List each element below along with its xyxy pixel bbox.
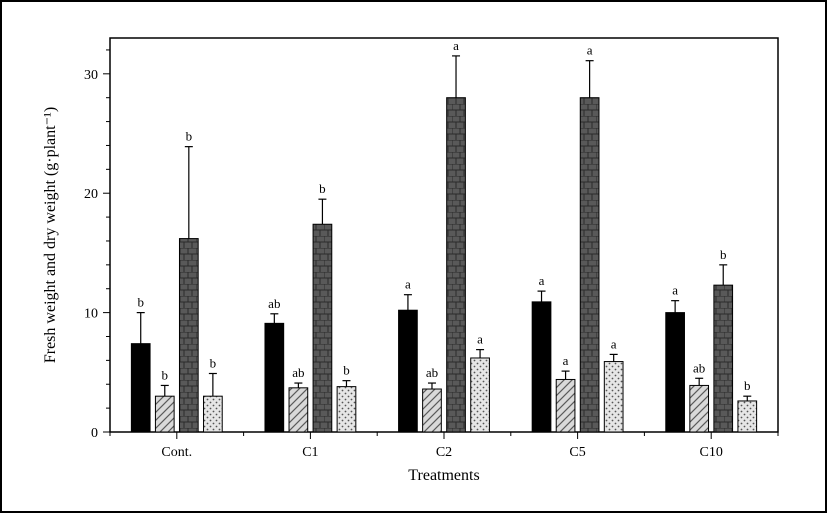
significance-label: b (319, 181, 326, 196)
x-tick-label: C5 (569, 445, 585, 460)
bar (604, 362, 623, 432)
figure-frame: 0 10 20 30 Fresh weight and dry weight (g·pl… (0, 0, 827, 513)
x-tick-label: Cont. (161, 445, 192, 460)
bar (714, 285, 733, 432)
significance-label: b (137, 295, 144, 310)
bar (131, 344, 150, 432)
bar (556, 379, 575, 432)
bar (179, 239, 198, 432)
bar (423, 389, 442, 432)
x-tick-label: C1 (302, 445, 318, 460)
bar (313, 224, 332, 432)
bar (337, 387, 356, 432)
bar (532, 302, 551, 432)
bar (580, 98, 599, 432)
significance-label: b (720, 247, 727, 262)
bar (447, 98, 466, 432)
significance-label: a (539, 273, 545, 288)
y-tick-label: 20 (84, 187, 98, 202)
significance-label: ab (426, 365, 438, 380)
x-axis-title: Treatments (408, 467, 479, 484)
bar (289, 388, 308, 432)
significance-label: a (477, 332, 483, 347)
x-tick-label: C2 (436, 445, 452, 460)
y-tick-label: 0 (91, 426, 98, 441)
y-tick-label: 10 (84, 307, 98, 322)
significance-label: b (210, 355, 217, 370)
bar (666, 313, 685, 432)
significance-label: ab (292, 365, 304, 380)
significance-label: a (453, 38, 459, 53)
significance-label: ab (693, 360, 705, 375)
plot-area: 0 10 20 30 Fresh weight and dry weight (g·pl… (20, 20, 807, 493)
bar (399, 310, 418, 432)
significance-label: a (672, 283, 678, 298)
significance-label: a (611, 336, 617, 351)
bar (690, 385, 709, 432)
bar (738, 401, 757, 432)
significance-label: b (343, 363, 350, 378)
significance-label: a (587, 43, 593, 58)
bar (265, 323, 284, 432)
bar (471, 358, 490, 432)
significance-label: b (186, 129, 193, 144)
x-tick-label: C10 (700, 445, 723, 460)
y-tick-label: 30 (84, 68, 98, 83)
significance-label: ab (268, 296, 280, 311)
significance-label: a (405, 277, 411, 292)
significance-label: b (162, 367, 169, 382)
bar (155, 396, 174, 432)
bar (204, 396, 223, 432)
significance-label: a (563, 353, 569, 368)
bar-chart: 0 10 20 30 Fresh weight and dry weight (g·pl… (20, 20, 807, 493)
y-axis-title: Fresh weight and dry weight (g·plant⁻¹) (42, 107, 59, 363)
significance-label: b (744, 378, 751, 393)
